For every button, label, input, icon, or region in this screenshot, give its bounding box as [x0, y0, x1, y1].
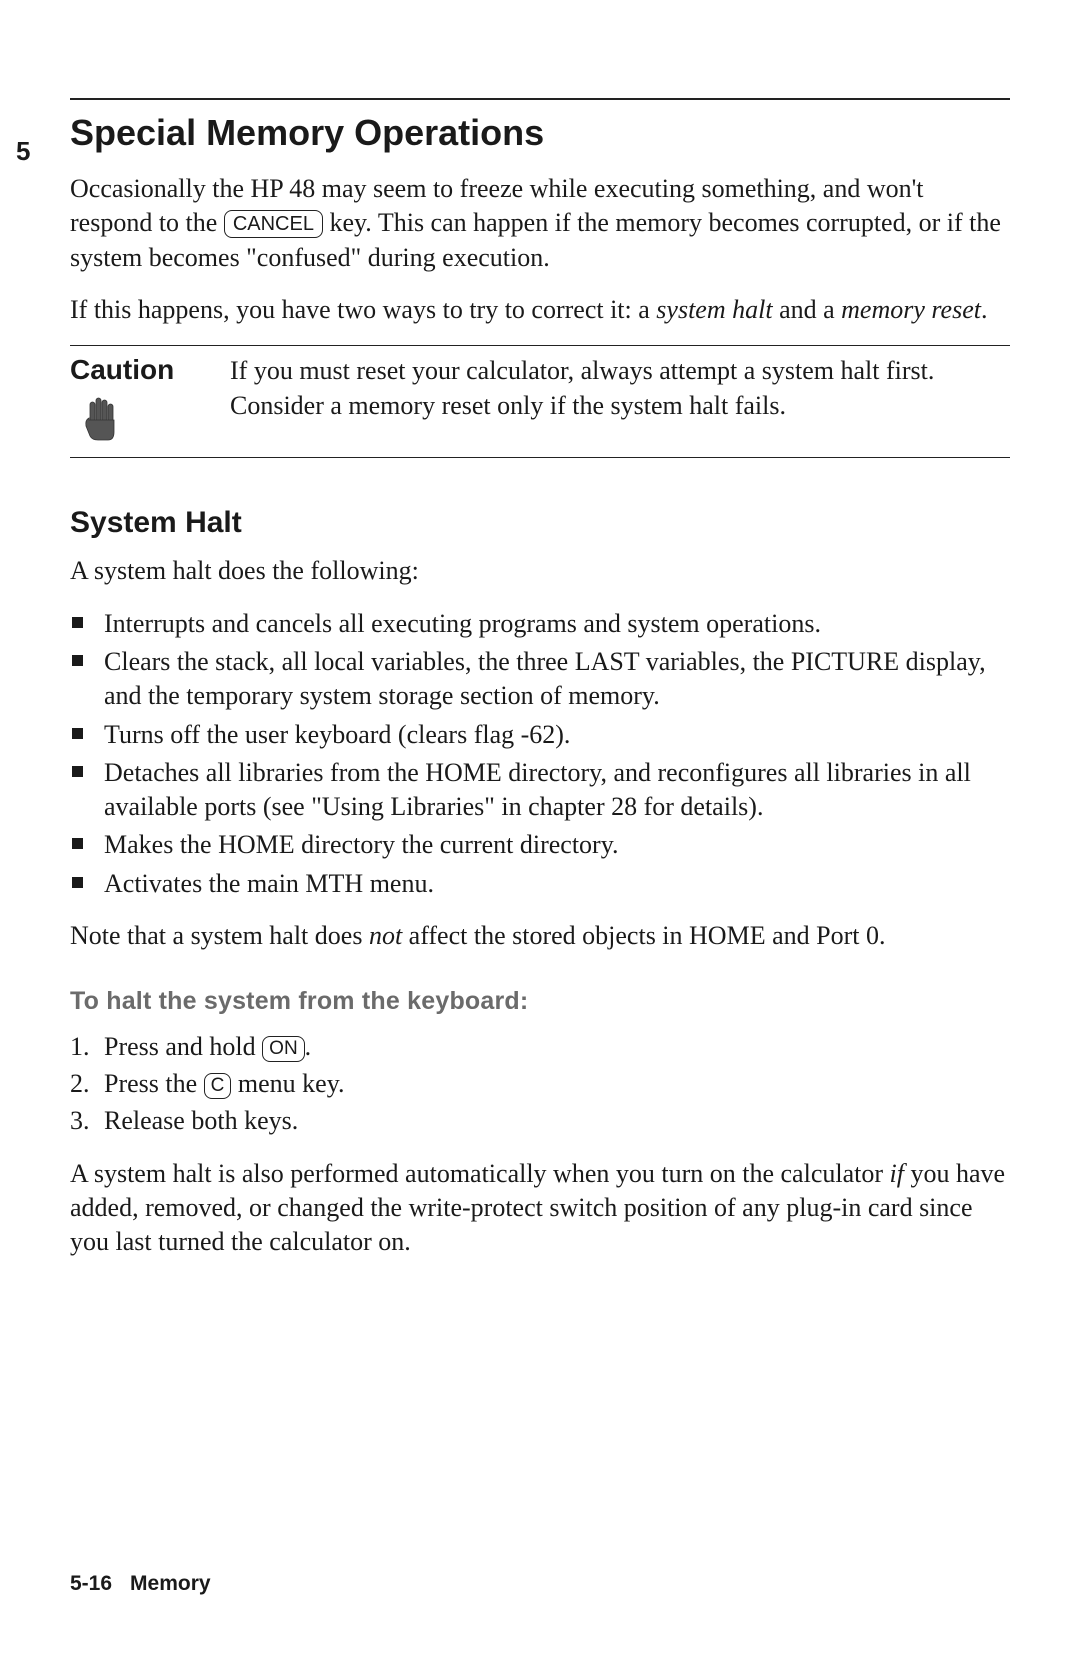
list-item: Detaches all libraries from the HOME dir… — [70, 756, 1010, 825]
text: . — [305, 1032, 312, 1061]
numbered-steps: Press and hold ON. Press the C menu key.… — [70, 1030, 1010, 1138]
hand-stop-icon — [82, 396, 122, 442]
chapter-number: 5 — [16, 136, 30, 167]
text: Press the — [104, 1069, 204, 1098]
key-c: C — [204, 1073, 232, 1099]
rule — [70, 457, 1010, 458]
text: affect the stored objects in HOME and Po… — [402, 921, 885, 950]
italic-text: system halt — [656, 295, 772, 324]
list-item: Activates the main MTH menu. — [70, 867, 1010, 901]
intro-paragraph-2: If this happens, you have two ways to tr… — [70, 293, 1010, 327]
list-item: Turns off the user keyboard (clears flag… — [70, 718, 1010, 752]
caution-label: Caution — [70, 354, 230, 386]
section-heading: System Halt — [70, 506, 1010, 540]
caution-row: Caution If you must reset your calculato… — [70, 346, 1010, 457]
list-item: Press and hold ON. — [70, 1030, 1010, 1065]
italic-text: not — [369, 921, 402, 950]
text: If this happens, you have two ways to tr… — [70, 295, 656, 324]
manual-page: 5 Special Memory Operations Occasionally… — [0, 0, 1080, 1656]
rule-top — [70, 98, 1010, 100]
content-area: Special Memory Operations Occasionally t… — [70, 98, 1010, 1278]
bullet-list: Interrupts and cancels all executing pro… — [70, 607, 1010, 902]
final-paragraph: A system halt is also performed automati… — [70, 1157, 1010, 1260]
page-footer: 5-16 Memory — [70, 1572, 211, 1596]
italic-text: memory reset — [841, 295, 981, 324]
text: A system halt is also performed automati… — [70, 1159, 890, 1188]
footer-section-name: Memory — [130, 1572, 211, 1595]
text: and a — [773, 295, 842, 324]
italic-text: if — [890, 1159, 904, 1188]
key-cancel: CANCEL — [224, 210, 323, 238]
key-on: ON — [262, 1036, 305, 1062]
caution-text: If you must reset your calculator, alway… — [230, 354, 1010, 423]
list-item: Release both keys. — [70, 1104, 1010, 1139]
list-item: Makes the HOME directory the current dir… — [70, 828, 1010, 862]
text: . — [981, 295, 988, 324]
caution-block: Caution If you must reset your calculato… — [70, 345, 1010, 458]
intro-paragraph-1: Occasionally the HP 48 may seem to freez… — [70, 172, 1010, 275]
list-intro: A system halt does the following: — [70, 554, 1010, 588]
text: menu key. — [231, 1069, 344, 1098]
footer-page-number: 5-16 — [70, 1572, 112, 1595]
list-item: Interrupts and cancels all executing pro… — [70, 607, 1010, 641]
text: Press and hold — [104, 1032, 262, 1061]
note-paragraph: Note that a system halt does not affect … — [70, 919, 1010, 953]
caution-left: Caution — [70, 354, 230, 447]
text: Note that a system halt does — [70, 921, 369, 950]
list-item: Press the C menu key. — [70, 1067, 1010, 1102]
list-item: Clears the stack, all local variables, t… — [70, 645, 1010, 714]
page-heading: Special Memory Operations — [70, 112, 1010, 154]
instruction-heading: To halt the system from the keyboard: — [70, 987, 1010, 1016]
